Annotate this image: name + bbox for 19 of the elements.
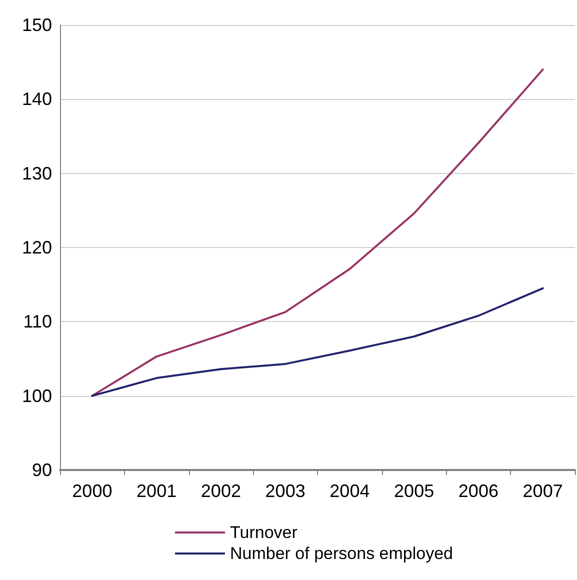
x-tick-label: 2006	[458, 481, 498, 501]
line-series	[91, 287, 544, 397]
x-tick-label: 2005	[394, 481, 434, 501]
line-series	[91, 68, 544, 397]
legend-label: Turnover	[230, 523, 298, 542]
x-tick-label: 2000	[72, 481, 112, 501]
y-tick-label: 90	[32, 460, 52, 480]
y-tick-label: 150	[22, 15, 52, 35]
y-tick-label: 100	[22, 386, 52, 406]
x-tick-label: 2003	[265, 481, 306, 501]
y-tick-label: 120	[22, 238, 52, 258]
x-tick-label: 2001	[136, 481, 177, 501]
x-tick-label: 2007	[522, 481, 563, 501]
legend-label: Number of persons employed	[230, 544, 454, 563]
x-tick-label: 2002	[200, 481, 241, 501]
y-tick-label: 140	[22, 89, 52, 110]
y-tick-label: 110	[23, 312, 52, 332]
y-tick-label: 130	[22, 163, 52, 184]
x-tick-label: 2004	[330, 481, 370, 501]
